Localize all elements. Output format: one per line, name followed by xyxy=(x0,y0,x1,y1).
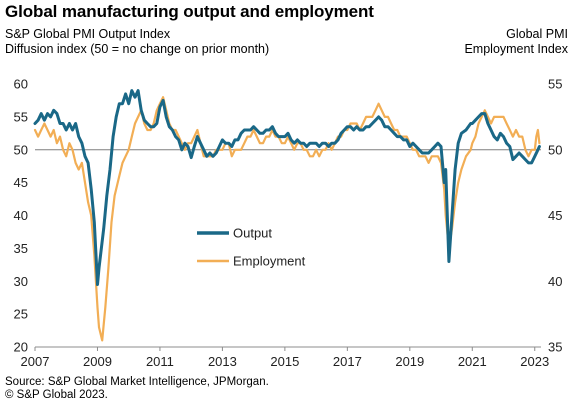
legend-label-output: Output xyxy=(233,226,272,241)
source-note: Source: S&P Global Market Intelligence, … xyxy=(5,376,269,402)
x-tick-label: 2019 xyxy=(395,354,424,369)
x-tick-label: 2007 xyxy=(21,354,50,369)
chart-title: Global manufacturing output and employme… xyxy=(5,2,374,21)
x-tick-label: 2023 xyxy=(520,354,549,369)
y-right-tick-label: 35 xyxy=(548,340,562,355)
y-left-tick-label: 30 xyxy=(14,274,28,289)
right-axis-caption-line1: Global PMI xyxy=(506,27,568,41)
x-tick-label: 2013 xyxy=(208,354,237,369)
series-line-output xyxy=(33,89,541,286)
legend-label-employment: Employment xyxy=(233,254,306,269)
y-left-tick-label: 60 xyxy=(14,77,28,92)
x-tick-label: 2017 xyxy=(333,354,362,369)
left-axis-caption-line1: S&P Global PMI Output Index xyxy=(5,27,171,41)
y-right-tick-label: 50 xyxy=(548,142,562,157)
x-tick-label: 2021 xyxy=(458,354,487,369)
copyright-text: © S&P Global 2023. xyxy=(5,389,108,401)
right-axis-caption-line2: Employment Index xyxy=(464,42,568,56)
y-right-tick-label: 40 xyxy=(548,274,562,289)
y-left-tick-label: 50 xyxy=(14,142,28,157)
y-left-tick-label: 55 xyxy=(14,109,28,124)
y-right-tick-label: 45 xyxy=(548,208,562,223)
x-tick-label: 2011 xyxy=(146,354,174,369)
y-left-tick-label: 35 xyxy=(14,241,28,256)
x-tick-label: 2009 xyxy=(83,354,112,369)
left-axis-caption: S&P Global PMI Output Index Diffusion in… xyxy=(5,27,269,57)
left-axis-caption-line2: Diffusion index (50 = no change on prior… xyxy=(5,42,270,56)
y-left-tick-label: 25 xyxy=(14,307,28,322)
x-tick-label: 2015 xyxy=(270,354,299,369)
right-axis-caption: Global PMI Employment Index xyxy=(464,27,568,57)
source-text: Source: S&P Global Market Intelligence, … xyxy=(5,376,269,388)
y-left-tick-label: 20 xyxy=(14,340,28,355)
y-left-tick-label: 45 xyxy=(14,175,28,190)
y-left-tick-label: 40 xyxy=(14,208,28,223)
y-right-tick-label: 55 xyxy=(548,77,562,92)
